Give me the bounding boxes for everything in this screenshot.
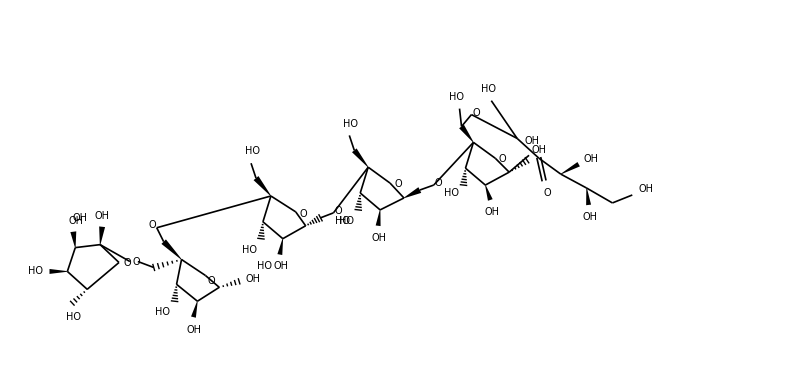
Polygon shape — [191, 301, 198, 318]
Text: O: O — [208, 276, 215, 286]
Text: O: O — [123, 258, 131, 267]
Text: O: O — [335, 206, 342, 216]
Text: HO: HO — [335, 216, 350, 226]
Text: HO: HO — [258, 262, 273, 272]
Text: O: O — [498, 154, 506, 164]
Text: HO: HO — [449, 92, 464, 102]
Text: OH: OH — [583, 154, 598, 164]
Text: OH: OH — [532, 146, 547, 155]
Polygon shape — [161, 239, 182, 260]
Text: HO: HO — [481, 84, 496, 94]
Text: O: O — [472, 107, 480, 118]
Polygon shape — [352, 149, 368, 167]
Text: HO: HO — [66, 312, 81, 322]
Text: OH: OH — [187, 325, 202, 335]
Text: O: O — [300, 209, 307, 219]
Text: HO: HO — [444, 188, 459, 198]
Text: HO: HO — [245, 146, 260, 156]
Text: O: O — [435, 178, 442, 188]
Text: HO: HO — [28, 267, 43, 276]
Polygon shape — [277, 239, 283, 255]
Text: HO: HO — [155, 307, 170, 317]
Text: HO: HO — [242, 244, 257, 255]
Polygon shape — [459, 125, 474, 142]
Text: OH: OH — [525, 136, 540, 146]
Text: OH: OH — [95, 211, 110, 221]
Text: OH: OH — [485, 207, 500, 217]
Text: OH: OH — [73, 213, 88, 223]
Text: OH: OH — [638, 184, 653, 194]
Polygon shape — [50, 269, 67, 274]
Text: HO: HO — [343, 118, 358, 128]
Polygon shape — [586, 188, 591, 205]
Text: OH: OH — [69, 216, 84, 226]
Polygon shape — [485, 185, 493, 201]
Text: OH: OH — [273, 262, 288, 272]
Text: O: O — [543, 188, 551, 198]
Text: OH: OH — [582, 212, 597, 222]
Text: HO: HO — [339, 216, 354, 226]
Text: O: O — [149, 220, 156, 230]
Polygon shape — [376, 210, 381, 226]
Text: OH: OH — [371, 233, 386, 242]
Polygon shape — [404, 187, 421, 198]
Polygon shape — [100, 227, 105, 245]
Polygon shape — [70, 231, 77, 248]
Text: OH: OH — [246, 274, 261, 284]
Polygon shape — [561, 162, 580, 174]
Text: O: O — [394, 179, 402, 189]
Text: O: O — [132, 256, 140, 267]
Polygon shape — [254, 176, 271, 196]
